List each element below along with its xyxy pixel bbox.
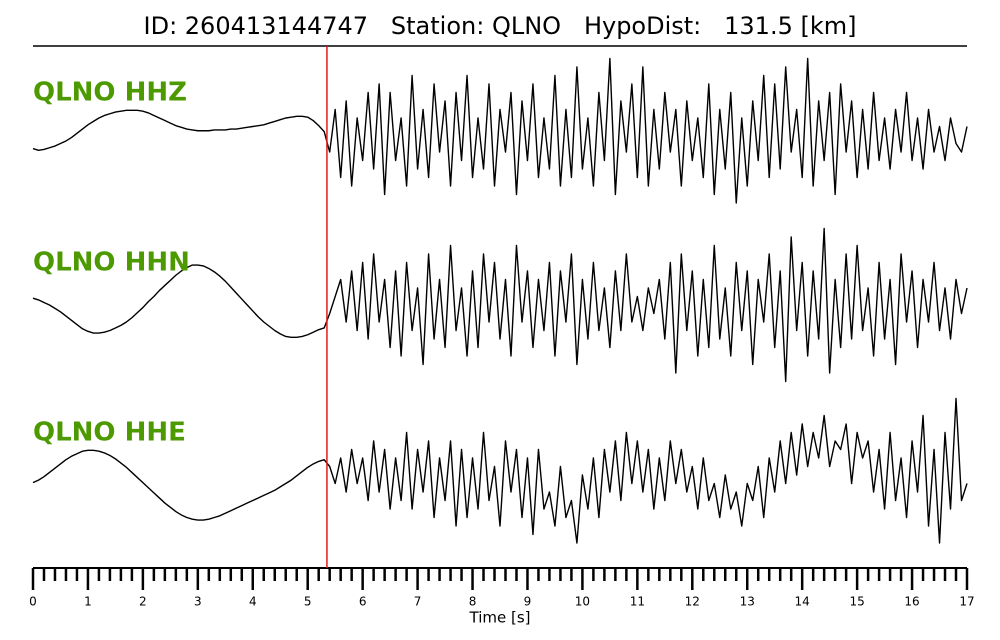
trace-label: QLNO HHN	[33, 248, 190, 278]
x-tick-label: 17	[959, 595, 974, 609]
x-tick-label: 5	[304, 595, 312, 609]
x-tick-label: 16	[904, 595, 919, 609]
x-tick-label: 7	[414, 595, 422, 609]
x-tick-label: 13	[740, 595, 755, 609]
x-tick-label: 12	[685, 595, 700, 609]
waveform	[32, 57, 968, 204]
waveform	[32, 397, 968, 544]
x-tick-label: 4	[249, 595, 257, 609]
chart-title: ID: 260413144747 Station: QLNO HypoDist:…	[144, 12, 857, 40]
x-tick-label: 3	[194, 595, 202, 609]
x-tick-label: 6	[359, 595, 367, 609]
x-axis-label: Time [s]	[469, 609, 531, 627]
trace-label: QLNO HHZ	[33, 78, 187, 108]
x-tick-label: 1	[84, 595, 92, 609]
x-tick-label: 15	[849, 595, 864, 609]
x-tick-label: 11	[630, 595, 645, 609]
x-tick-label: 8	[469, 595, 477, 609]
x-tick-label: 14	[795, 595, 810, 609]
x-tick-label: 9	[524, 595, 532, 609]
x-tick-label: 10	[575, 595, 590, 609]
x-tick-label: 0	[29, 595, 37, 609]
trace-label: QLNO HHE	[33, 418, 186, 448]
x-tick-label: 2	[139, 595, 147, 609]
waveform	[32, 227, 968, 383]
